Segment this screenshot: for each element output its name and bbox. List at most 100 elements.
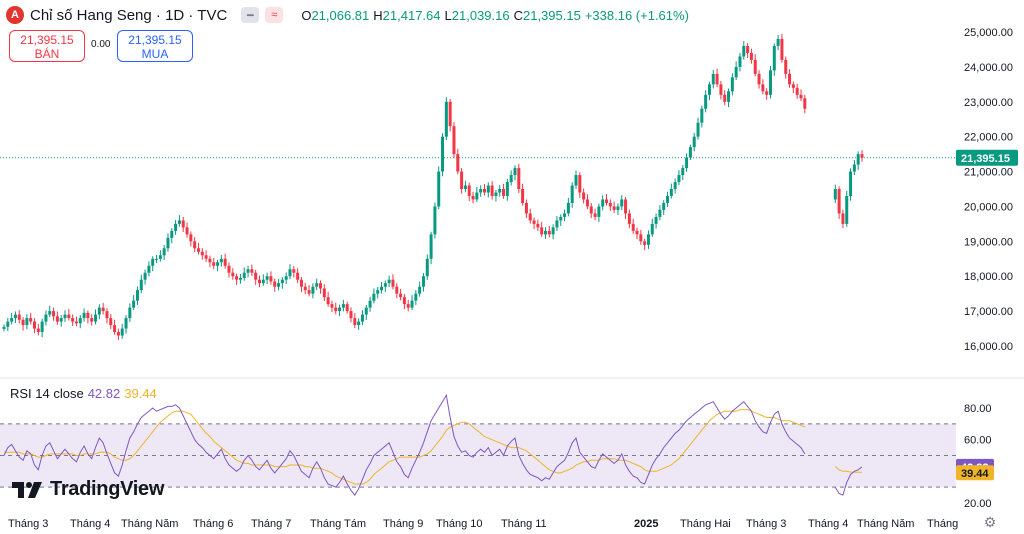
candle-body — [498, 189, 502, 193]
candle-body — [513, 168, 517, 176]
candle-body — [231, 272, 235, 277]
candle-body — [124, 318, 128, 329]
candle-body — [158, 255, 162, 259]
candle-body — [856, 154, 860, 165]
candle-body — [574, 175, 578, 186]
time-axis-label: Tháng — [927, 518, 958, 530]
candle-body — [162, 248, 166, 256]
candle-body — [719, 84, 723, 95]
candle-body — [654, 216, 658, 224]
candle-body — [711, 73, 715, 85]
candle-body — [360, 314, 364, 322]
time-axis-label: Tháng 6 — [193, 518, 233, 530]
candle-body — [521, 189, 525, 203]
settings-gear-icon[interactable]: ⚙ — [983, 514, 997, 530]
candle-body — [120, 328, 124, 336]
rsi-tick-label: 20.00 — [964, 498, 992, 510]
candle-body — [311, 286, 315, 294]
candle-body — [299, 279, 303, 287]
candle-body — [185, 227, 189, 235]
candle-body — [326, 297, 330, 305]
candle-body — [502, 189, 506, 196]
candle-body — [635, 230, 639, 235]
candle-body — [479, 189, 483, 193]
candle-body — [456, 154, 460, 172]
candle-body — [780, 38, 784, 60]
price-tick-label: 25,000.00 — [964, 27, 1013, 39]
wave-icon[interactable]: ≈ — [265, 7, 284, 23]
open-value: 21,066.81 — [311, 7, 370, 23]
rsi-value: 42.82 — [87, 386, 121, 401]
tradingview-logo[interactable]: TradingView — [12, 478, 164, 501]
candle-body — [265, 276, 269, 280]
candle-body — [399, 293, 403, 298]
collapse-icon[interactable]: ━ — [241, 7, 260, 23]
change-value: +338.16 (+1.61%) — [584, 7, 689, 23]
candle-body — [109, 318, 113, 326]
last-price-tag — [956, 149, 1018, 166]
candle-body — [486, 185, 490, 193]
candle-body — [97, 307, 101, 315]
sell-label: BÁN — [34, 47, 60, 61]
candle-body — [425, 258, 429, 277]
candle-body — [380, 286, 384, 291]
rsi-legend[interactable]: RSI 14 close 42.82 39.44 — [10, 386, 157, 401]
candle-body — [551, 227, 555, 235]
rsi-line — [3, 393, 863, 496]
candle-body — [646, 234, 650, 245]
candle-body — [437, 171, 441, 207]
candle-body — [147, 265, 151, 273]
candle-body — [40, 321, 44, 333]
candle-body — [48, 311, 52, 315]
sell-button[interactable]: 21,395.15 BÁN — [9, 30, 85, 62]
time-axis-label: Tháng 7 — [251, 518, 291, 530]
buy-button[interactable]: 21,395.15 MUA — [117, 30, 193, 62]
candle-body — [219, 258, 223, 263]
candle-body — [608, 202, 612, 207]
candle-body — [536, 223, 540, 228]
candle-body — [59, 318, 63, 322]
candle-body — [566, 202, 570, 214]
candle-body — [6, 321, 10, 327]
candle-body — [624, 199, 628, 214]
candle-body — [364, 307, 368, 315]
candle-body — [246, 269, 250, 273]
candle-body — [200, 251, 204, 256]
candle-body — [177, 220, 181, 224]
candle-body — [753, 59, 757, 74]
candle-body — [616, 206, 620, 210]
candle-body — [2, 326, 6, 329]
candle-body — [444, 101, 448, 137]
candle-body — [155, 258, 159, 260]
candle-body — [494, 192, 498, 196]
price-tick-label: 18,000.00 — [964, 271, 1013, 283]
candle-body — [277, 283, 281, 287]
candle-body — [71, 318, 75, 322]
candle-body — [692, 136, 696, 148]
high-value: 21,417.64 — [382, 7, 441, 23]
candle-body — [463, 185, 467, 189]
candle-body — [254, 272, 258, 280]
candle-body — [44, 314, 48, 322]
candle-body — [387, 279, 391, 284]
candle-body — [13, 314, 17, 319]
rsi-title: RSI 14 close — [10, 386, 84, 401]
candle-body — [627, 213, 631, 224]
candle-body — [578, 175, 582, 193]
price-tick-label: 24,000.00 — [964, 62, 1013, 74]
symbol-title[interactable]: Chỉ số Hang Seng · 1D · TVC — [30, 6, 228, 24]
candle-body — [524, 202, 528, 214]
candle-body — [170, 230, 174, 238]
tradingview-brand: TradingView — [50, 478, 165, 500]
candle-body — [284, 276, 288, 280]
candle-body — [322, 288, 326, 298]
candle-body — [448, 101, 452, 127]
candle-body — [78, 318, 82, 324]
tradingview-mark-icon — [12, 481, 42, 498]
spread-value: 0.00 — [91, 39, 111, 50]
candle-body — [460, 171, 464, 189]
candle-body — [429, 234, 433, 259]
candle-body — [791, 84, 795, 88]
symbol-logo-icon[interactable]: A — [6, 6, 24, 24]
